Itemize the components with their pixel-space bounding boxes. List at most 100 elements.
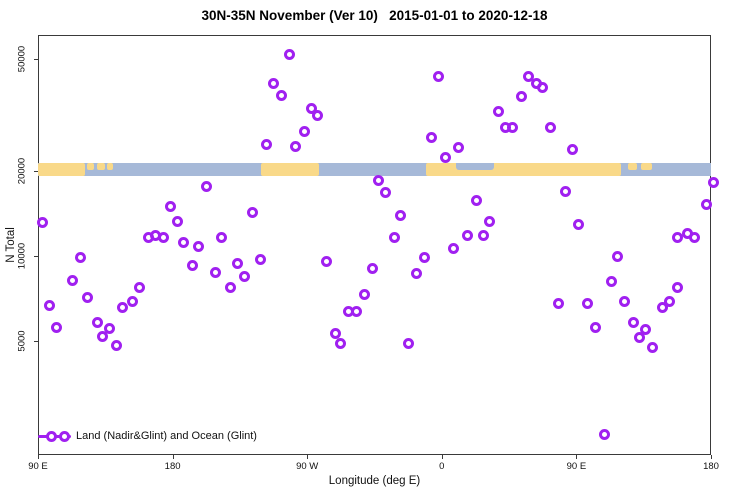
data-point: [350, 305, 362, 317]
data-point: [373, 175, 385, 187]
data-point: [320, 255, 332, 267]
y-tick-label: 20000: [16, 157, 28, 185]
data-point: [358, 288, 370, 300]
data-point: [410, 268, 422, 280]
data-point: [51, 321, 63, 333]
chart-title: 30N-35N November (Ver 10) 2015-01-01 to …: [201, 8, 548, 23]
data-point: [425, 131, 437, 143]
data-point: [117, 301, 129, 313]
data-point: [366, 262, 378, 274]
data-point: [453, 142, 465, 154]
y-axis-label: N Total: [5, 227, 17, 263]
data-point: [379, 186, 391, 198]
data-point: [268, 77, 280, 89]
map-strip: [38, 163, 711, 176]
x-tick-label: 90 W: [296, 461, 319, 472]
data-point: [689, 231, 701, 243]
data-point: [707, 176, 719, 188]
data-point: [246, 206, 258, 218]
data-point: [186, 260, 198, 272]
data-point: [209, 267, 221, 279]
y-tick-label: 10000: [16, 242, 28, 270]
x-axis-label: Longitude (deg E): [328, 475, 421, 487]
data-point: [647, 341, 659, 353]
data-point: [432, 70, 444, 82]
data-point: [544, 122, 556, 134]
x-tick-label: 180: [164, 461, 181, 472]
data-point: [559, 185, 571, 197]
data-point: [611, 250, 623, 262]
data-point: [126, 296, 138, 308]
data-point: [492, 106, 504, 118]
data-point: [656, 301, 668, 313]
data-point: [192, 240, 204, 252]
data-point: [447, 242, 459, 254]
data-point: [388, 231, 400, 243]
legend-marker-icon: [46, 431, 57, 442]
x-tick: [172, 455, 174, 459]
x-tick: [711, 455, 712, 459]
data-point: [394, 210, 406, 222]
data-point: [470, 195, 482, 207]
data-point: [171, 216, 183, 228]
data-point: [275, 89, 287, 101]
data-point: [572, 218, 584, 230]
data-point: [283, 48, 295, 60]
land-segment: [641, 163, 653, 170]
data-point: [134, 282, 146, 294]
x-tick: [441, 455, 443, 459]
data-point: [581, 298, 593, 310]
data-point: [633, 331, 645, 343]
data-point: [329, 328, 341, 340]
data-point: [598, 429, 610, 441]
data-point: [91, 316, 103, 328]
data-point: [261, 138, 273, 150]
y-tick: [34, 340, 38, 342]
ocean-inset: [456, 163, 494, 170]
data-point: [298, 125, 310, 137]
data-point: [605, 275, 617, 287]
x-tick-label: 0: [439, 461, 445, 472]
data-point: [700, 198, 712, 210]
x-tick: [38, 455, 39, 459]
x-tick-label: 90 E: [28, 461, 48, 472]
y-tick-label: 5000: [16, 330, 28, 352]
land-segment: [97, 163, 105, 170]
plot-frame: [38, 35, 711, 455]
data-point: [81, 292, 93, 304]
data-point: [231, 257, 243, 269]
data-point: [111, 340, 123, 352]
data-point: [44, 299, 56, 311]
data-point: [589, 321, 601, 333]
data-point: [67, 274, 79, 286]
data-point: [628, 316, 640, 328]
land-segment: [106, 163, 114, 170]
x-tick-label: 180: [703, 461, 719, 472]
data-point: [418, 252, 430, 264]
data-point: [522, 70, 534, 82]
x-tick-label: 90 E: [566, 461, 587, 472]
y-tick: [34, 171, 38, 173]
data-point: [312, 109, 324, 121]
data-point: [216, 231, 228, 243]
data-point: [306, 102, 318, 114]
data-point: [402, 337, 414, 349]
data-point: [239, 270, 251, 282]
data-point: [484, 215, 496, 227]
x-tick: [576, 455, 578, 459]
data-point: [224, 282, 236, 294]
y-tick: [34, 256, 38, 257]
data-point: [36, 217, 48, 229]
y-tick: [34, 58, 38, 60]
data-point: [96, 330, 108, 342]
data-point: [178, 237, 190, 249]
data-point: [461, 229, 473, 241]
data-point: [335, 338, 347, 350]
data-point: [671, 232, 683, 244]
land-segment: [260, 163, 319, 176]
y-tick-label: 50000: [16, 45, 28, 73]
data-point: [289, 140, 301, 152]
data-point: [439, 151, 451, 163]
data-point: [201, 181, 213, 193]
